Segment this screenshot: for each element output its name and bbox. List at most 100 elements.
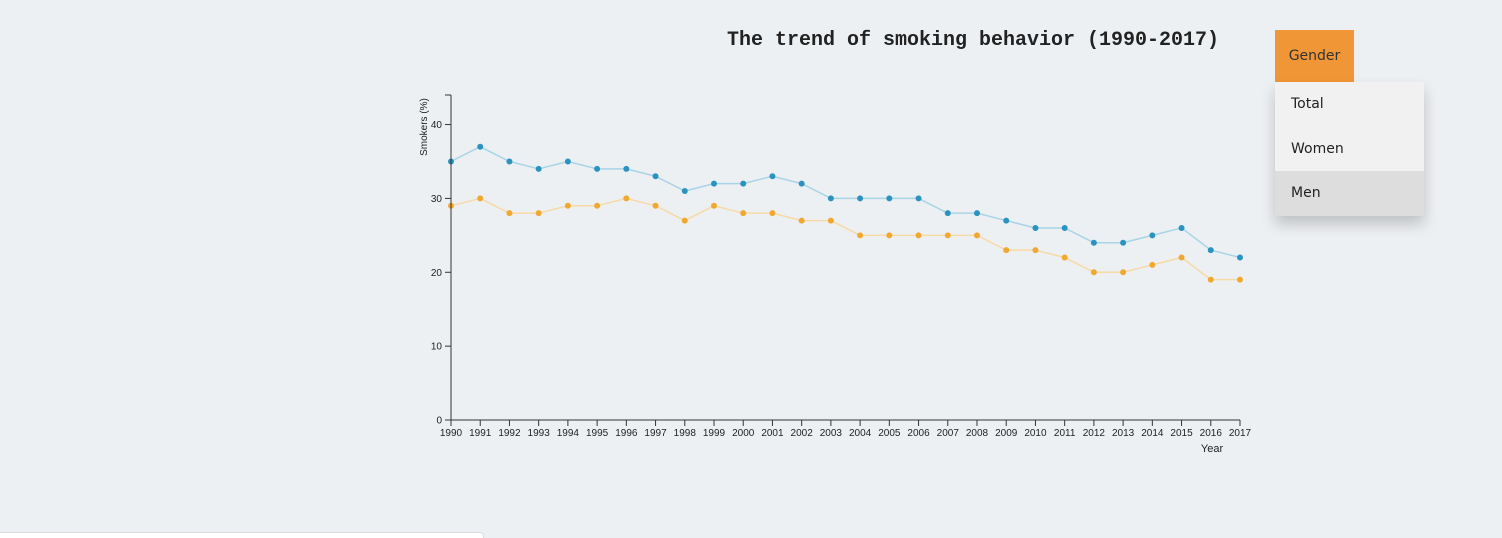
data-point[interactable] (623, 195, 630, 202)
data-point[interactable] (711, 180, 717, 187)
data-point[interactable] (1090, 239, 1097, 246)
y-tick-label: 0 (436, 416, 442, 427)
data-point[interactable] (681, 188, 688, 195)
data-point[interactable] (1207, 247, 1214, 254)
data-point[interactable] (798, 180, 805, 187)
data-point[interactable] (827, 195, 834, 202)
data-point[interactable] (915, 232, 922, 239)
data-point[interactable] (944, 232, 951, 239)
x-axis-label: Year (1201, 443, 1224, 455)
data-point[interactable] (594, 202, 601, 209)
x-tick-label: 2009 (995, 428, 1018, 439)
x-tick-label: 1997 (644, 428, 667, 439)
data-point[interactable] (1003, 217, 1010, 224)
data-point[interactable] (1120, 239, 1127, 246)
data-point[interactable] (477, 195, 484, 202)
x-tick-label: 2008 (966, 428, 989, 439)
data-point[interactable] (1120, 269, 1127, 276)
chart-title: The trend of smoking behavior (1990-2017… (726, 29, 1220, 52)
data-point[interactable] (477, 143, 484, 150)
series-line-0 (450, 145, 1241, 259)
gender-dropdown-button[interactable]: Gender (1275, 30, 1354, 82)
x-tick-label: 2010 (1024, 428, 1047, 439)
x-tick-label: 1993 (528, 428, 551, 439)
x-tick-label: 2017 (1229, 428, 1252, 439)
data-point[interactable] (769, 210, 776, 217)
data-point[interactable] (1061, 224, 1068, 231)
x-tick-label: 1999 (703, 428, 726, 439)
data-point[interactable] (652, 202, 659, 209)
bottom-panel-edge (0, 532, 484, 538)
y-tick-label: 30 (431, 194, 443, 205)
x-tick-label: 2006 (907, 428, 930, 439)
y-tick-label: 10 (431, 342, 443, 353)
dropdown-item-women[interactable]: Women (1291, 140, 1344, 157)
x-tick-label: 1990 (440, 428, 463, 439)
data-point[interactable] (564, 202, 571, 209)
x-tick-label: 2013 (1112, 428, 1135, 439)
y-axis-label: Smokers (%) (419, 98, 430, 156)
data-point[interactable] (506, 210, 513, 217)
data-point[interactable] (1003, 247, 1010, 254)
x-tick-label: 2012 (1083, 428, 1106, 439)
data-point[interactable] (740, 210, 747, 217)
x-tick-label: 2000 (732, 428, 755, 439)
data-point[interactable] (535, 165, 542, 172)
data-point[interactable] (1178, 254, 1185, 261)
dropdown-item-total[interactable]: Total (1291, 96, 1324, 112)
data-point[interactable] (1032, 224, 1039, 231)
x-tick-label: 2011 (1054, 428, 1076, 439)
data-point[interactable] (564, 158, 571, 165)
x-tick-label: 1996 (615, 428, 638, 439)
data-point[interactable] (886, 232, 893, 239)
data-point[interactable] (857, 232, 864, 239)
data-point[interactable] (535, 210, 542, 217)
x-tick-label: 2004 (849, 428, 872, 439)
data-point[interactable] (1237, 254, 1243, 261)
x-tick-label: 2005 (878, 428, 901, 439)
x-tick-label: 1995 (586, 428, 609, 439)
data-point[interactable] (506, 158, 513, 165)
x-tick-label: 2016 (1200, 428, 1223, 439)
data-point[interactable] (652, 173, 659, 180)
x-tick-label: 2002 (791, 428, 814, 439)
data-point[interactable] (681, 217, 688, 224)
data-point[interactable] (944, 210, 951, 217)
data-point[interactable] (915, 195, 922, 202)
data-point[interactable] (711, 202, 717, 209)
data-point[interactable] (974, 232, 980, 239)
series-line-1 (450, 197, 1240, 281)
data-point[interactable] (1149, 261, 1156, 268)
data-point[interactable] (974, 210, 980, 217)
data-point[interactable] (1032, 247, 1039, 254)
x-tick-label: 2001 (761, 428, 784, 439)
x-tick-label: 1992 (498, 428, 521, 439)
data-point[interactable] (798, 217, 805, 224)
data-point[interactable] (1178, 224, 1185, 231)
dropdown-item-men[interactable]: Men (1275, 171, 1424, 216)
y-tick-label: 40 (431, 120, 443, 131)
y-axis: 0 10 20 30 40 (431, 94, 452, 427)
data-point[interactable] (1061, 254, 1068, 261)
data-point[interactable] (740, 180, 747, 187)
data-point[interactable] (623, 165, 630, 172)
gender-dropdown-menu: Total Women Men (1275, 82, 1424, 216)
data-point[interactable] (1090, 269, 1097, 276)
y-tick-label: 20 (431, 268, 443, 279)
data-point[interactable] (827, 217, 834, 224)
x-tick-label: 2015 (1170, 428, 1193, 439)
x-tick-label: 2014 (1141, 428, 1164, 439)
data-point[interactable] (1149, 232, 1156, 239)
data-point[interactable] (594, 165, 601, 172)
data-point[interactable] (1237, 276, 1243, 283)
x-tick-label: 1998 (674, 428, 697, 439)
x-tick-label: 2003 (820, 428, 843, 439)
data-point[interactable] (1207, 276, 1214, 283)
data-point[interactable] (886, 195, 893, 202)
series-points (448, 143, 1243, 283)
data-point[interactable] (857, 195, 864, 202)
x-tick-label: 1994 (557, 428, 580, 439)
data-point[interactable] (769, 173, 776, 180)
gender-dropdown: Gender Total Women Men (1275, 30, 1424, 216)
